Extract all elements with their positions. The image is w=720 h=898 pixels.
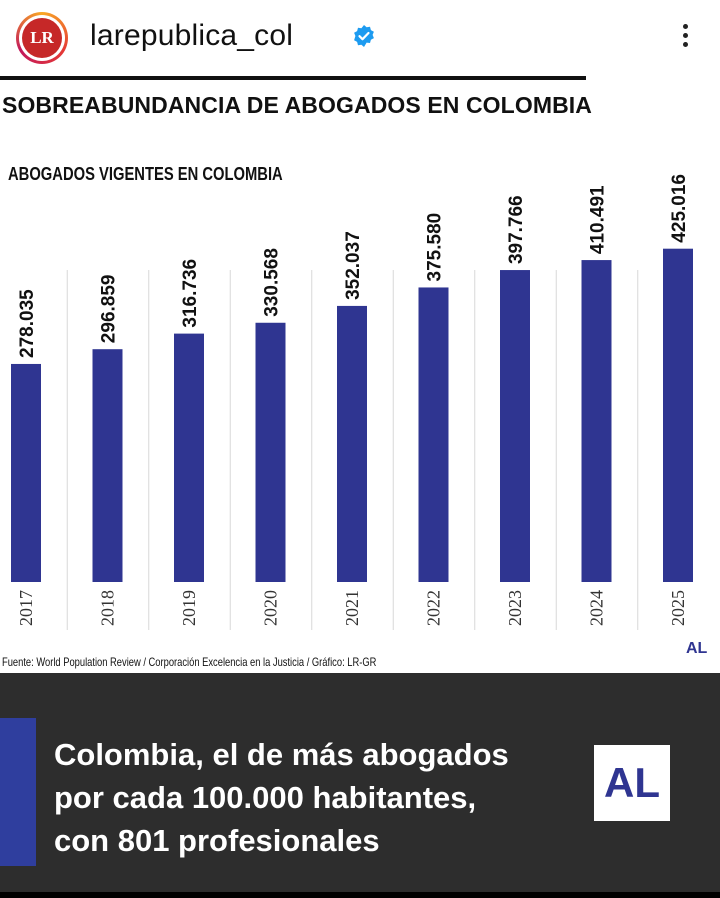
year-label-2017: 2017	[16, 590, 36, 626]
year-label-2019: 2019	[179, 590, 199, 626]
al-logo: AL	[594, 745, 670, 821]
year-label-2020: 2020	[261, 590, 281, 626]
bar-2024	[581, 260, 612, 582]
bar-2023	[500, 270, 530, 582]
year-label-2018: 2018	[98, 590, 118, 626]
value-label-2022: 375.580	[425, 213, 446, 282]
year-label-2022: 2022	[424, 590, 444, 626]
bar-2019	[174, 333, 204, 582]
infographic-title: SOBREABUNDANCIA DE ABOGADOS EN COLOMBIA	[2, 92, 592, 118]
bar-2025	[663, 248, 693, 583]
al-logo-small: AL	[686, 640, 708, 657]
title-rule	[0, 76, 586, 80]
banner-accent-bar	[0, 718, 36, 866]
headline-banner: Colombia, el de más abogados por cada 10…	[0, 673, 720, 898]
value-label-2025: 425.016	[669, 174, 690, 243]
bar-2020	[255, 322, 286, 582]
year-label-2023: 2023	[505, 590, 525, 626]
verified-badge-icon	[354, 25, 374, 47]
value-label-2024: 410.491	[588, 185, 609, 254]
year-label-2024: 2024	[587, 590, 607, 626]
avatar-logo: LR	[22, 18, 62, 58]
lawyers-bar-chart: 278.035 2017 296.859 2018 316.736 2019 330.568…	[11, 174, 693, 630]
bottom-bar	[0, 892, 720, 898]
value-label-2019: 316.736	[180, 259, 201, 328]
post-header: LR larepublica_col	[0, 0, 720, 72]
more-options-icon[interactable]	[670, 20, 700, 54]
bar-2022	[418, 287, 449, 582]
headline-line-1: Colombia, el de más abogados	[54, 737, 509, 772]
value-label-2023: 397.766	[506, 195, 527, 264]
profile-avatar[interactable]: LR	[16, 12, 68, 64]
value-label-2020: 330.568	[262, 248, 283, 317]
year-label-2021: 2021	[342, 590, 362, 626]
bar-2021	[337, 305, 367, 582]
headline-line-2: por cada 100.000 habitantes,	[54, 780, 477, 815]
source-note: Fuente: World Population Review / Corpor…	[2, 655, 377, 669]
value-label-2021: 352.037	[343, 231, 364, 300]
headline-text: Colombia, el de más abogados por cada 10…	[54, 733, 594, 862]
bar-2017	[11, 363, 41, 582]
chart-subtitle: ABOGADOS VIGENTES EN COLOMBIA	[8, 164, 283, 184]
value-label-2017: 278.035	[17, 289, 38, 358]
username-link[interactable]: larepublica_col	[90, 19, 294, 52]
value-label-2018: 296.859	[99, 275, 120, 344]
year-label-2025: 2025	[668, 590, 688, 626]
bar-2018	[92, 349, 123, 582]
headline-line-3: con 801 profesionales	[54, 823, 380, 858]
